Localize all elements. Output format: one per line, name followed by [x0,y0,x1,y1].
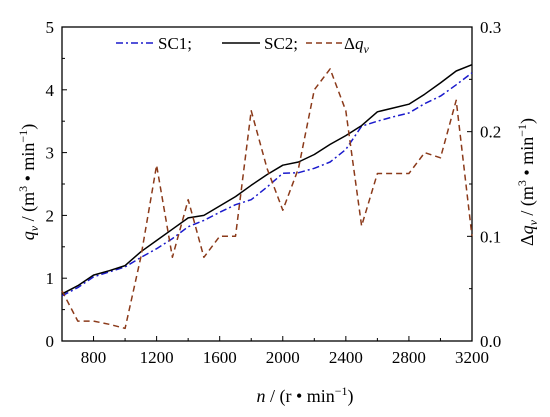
x-tick-label: 1600 [203,348,237,367]
x-axis-ticks: 800 1200 1600 2000 2400 2800 3200 [81,336,489,367]
y2-tick-label: 0.1 [480,227,501,246]
y-tick-label: 0 [46,332,55,351]
y-tick-label: 2 [46,206,55,225]
series-line-3 [61,68,473,330]
legend: SC1; SC2; Δqv [116,34,369,56]
x-tick-label: 1200 [140,348,174,367]
y-tick-label: 1 [46,269,55,288]
y-tick-label: 3 [46,144,55,163]
y-tick-label: 4 [46,81,55,100]
series-layer [61,64,473,330]
y2-tick-label: 0.2 [480,123,501,142]
series-line-2 [61,64,473,295]
plot-frame [61,26,473,342]
y-tick-label: 5 [46,18,55,37]
x-tick-label: 2400 [329,348,363,367]
x-tick-label: 2800 [392,348,426,367]
x-tick-label: 800 [81,348,107,367]
x-tick-label: 2000 [266,348,300,367]
x-axis-title: n / (r • min−1) [256,384,353,407]
y2-tick-label: 0.3 [480,18,501,37]
y-axis-right-title: Δqv / (m3 • min−1) [515,118,540,246]
plot-border [61,26,473,342]
x-tick-label: 3200 [455,348,489,367]
series-line-1 [61,72,473,297]
y2-tick-label: 0.0 [480,332,501,351]
y-axis-left-title: qv / (m3 • min−1) [16,124,41,240]
y-axis-right-ticks: 0.0 0.1 0.2 0.3 [467,18,501,351]
legend-label-3: Δqv [344,34,369,56]
legend-label-1: SC1; [158,34,192,53]
y-axis-left-ticks: 0 1 2 3 4 5 [46,18,67,351]
legend-label-2: SC2; [264,34,298,53]
